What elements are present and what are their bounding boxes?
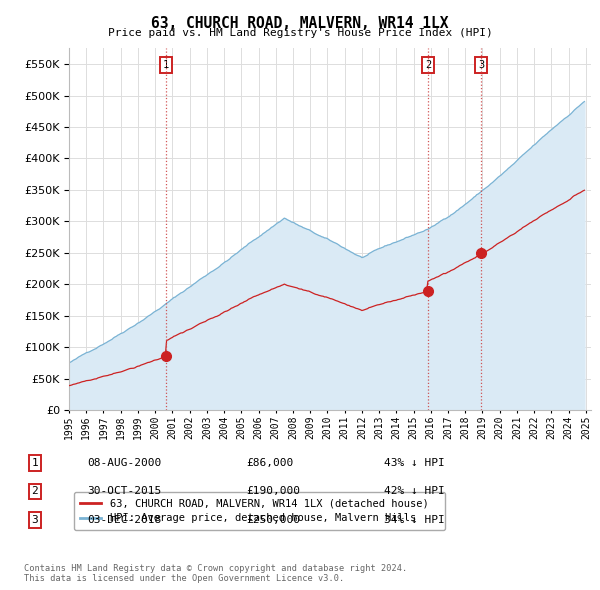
Text: £86,000: £86,000 xyxy=(246,458,293,468)
Text: 2: 2 xyxy=(31,487,38,496)
Text: £190,000: £190,000 xyxy=(246,487,300,496)
Text: 34% ↓ HPI: 34% ↓ HPI xyxy=(384,515,445,525)
Text: 3: 3 xyxy=(31,515,38,525)
Text: 1: 1 xyxy=(31,458,38,468)
Text: Contains HM Land Registry data © Crown copyright and database right 2024.: Contains HM Land Registry data © Crown c… xyxy=(24,565,407,573)
Text: 1: 1 xyxy=(163,60,169,70)
Text: 08-AUG-2000: 08-AUG-2000 xyxy=(87,458,161,468)
Text: £250,000: £250,000 xyxy=(246,515,300,525)
Text: 3: 3 xyxy=(478,60,484,70)
Text: This data is licensed under the Open Government Licence v3.0.: This data is licensed under the Open Gov… xyxy=(24,574,344,583)
Text: 30-OCT-2015: 30-OCT-2015 xyxy=(87,487,161,496)
Text: 42% ↓ HPI: 42% ↓ HPI xyxy=(384,487,445,496)
Text: 43% ↓ HPI: 43% ↓ HPI xyxy=(384,458,445,468)
Text: 2: 2 xyxy=(425,60,431,70)
Text: Price paid vs. HM Land Registry's House Price Index (HPI): Price paid vs. HM Land Registry's House … xyxy=(107,28,493,38)
Text: 03-DEC-2018: 03-DEC-2018 xyxy=(87,515,161,525)
Legend: 63, CHURCH ROAD, MALVERN, WR14 1LX (detached house), HPI: Average price, detache: 63, CHURCH ROAD, MALVERN, WR14 1LX (deta… xyxy=(74,492,445,530)
Text: 63, CHURCH ROAD, MALVERN, WR14 1LX: 63, CHURCH ROAD, MALVERN, WR14 1LX xyxy=(151,16,449,31)
